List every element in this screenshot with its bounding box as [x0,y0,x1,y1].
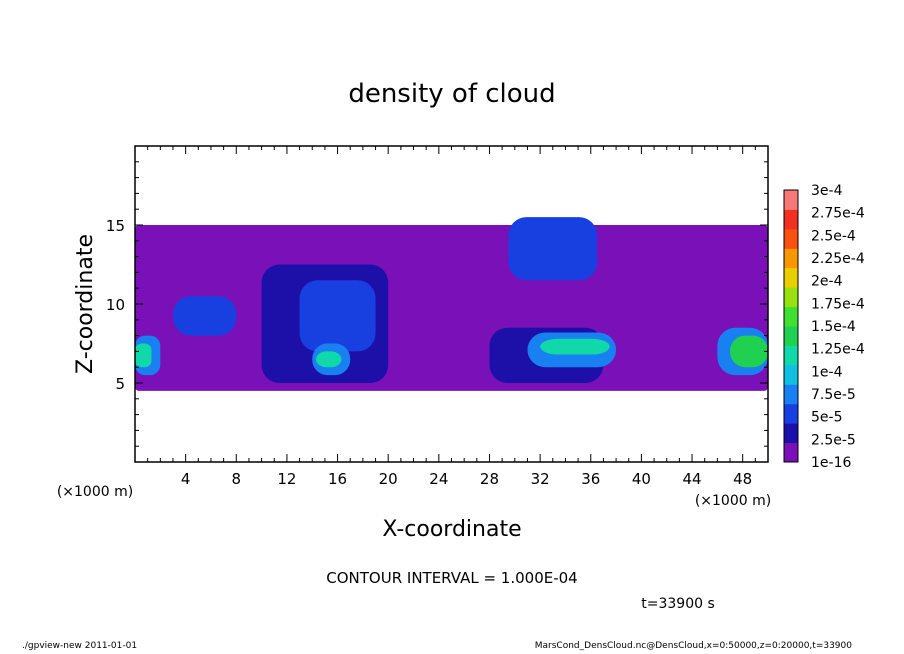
x-axis-label: X-coordinate [382,517,521,542]
x-tick-label: 24 [429,470,448,488]
colorbar: 1e-16 2.5e-5 5e-5 7.5e-5 1e-4 1.25e-4 1.5e-4 1.… [783,183,865,471]
colorbar-bin [784,209,798,230]
y-axis-label: Z-coordinate [73,234,98,374]
x-ticks: 4 8 12 16 20 24 28 32 36 40 44 48 [147,146,756,488]
colorbar-label: 7.5e-5 [811,387,856,403]
colorbar-bin [784,442,798,463]
density-region [508,217,598,281]
x-tick-label: 16 [328,470,347,488]
density-region [316,351,342,368]
y-tick-label: 5 [115,375,125,393]
colorbar-bin [784,190,798,210]
x-unit-right: (×1000 m) [695,493,771,509]
x-tick-label: 8 [232,470,242,488]
colorbar-label: 1.25e-4 [811,342,865,358]
x-tick-label: 44 [682,470,701,488]
colorbar-label: 1e-16 [811,455,851,471]
colorbar-frame [783,189,799,463]
x-tick-label: 12 [277,470,296,488]
colorbar-bin [784,228,798,249]
colorbar-label: 5e-5 [811,410,842,426]
x-tick-label: 32 [531,470,550,488]
chart-title: density of cloud [348,79,555,109]
colorbar-bin [784,306,798,327]
x-tick-label: 36 [581,470,600,488]
x-tick-label: 48 [733,470,752,488]
colorbar-bin [784,423,798,444]
colorbar-bin [784,364,798,385]
colorbar-bin [784,287,798,308]
colorbar-label: 1.75e-4 [811,296,865,312]
contour-interval: CONTOUR INTERVAL = 1.000E-04 [326,569,577,587]
footer-left: ./gpview-new 2011-01-01 [22,641,138,651]
x-tick-label: 20 [379,470,398,488]
colorbar-bin [784,248,798,269]
colorbar-bin [784,384,798,405]
y-tick-label: 15 [106,217,125,235]
colorbar-label: 2.25e-4 [811,251,865,267]
colorbar-label: 3e-4 [811,183,843,199]
density-region [540,338,610,355]
colorbar-label: 2.5e-5 [811,432,856,448]
colorbar-label: 2.75e-4 [811,206,865,222]
time-label: t=33900 s [641,596,715,612]
colorbar-bin [784,345,798,366]
colorbar-label: 1e-4 [811,364,843,380]
x-tick-label: 4 [181,470,191,488]
colorbar-label: 2.5e-4 [811,228,856,244]
colorbar-bin [784,267,798,288]
density-region [730,335,768,368]
y-tick-label: 10 [106,296,125,314]
x-tick-label: 28 [480,470,499,488]
colorbar-label: 1.5e-4 [811,319,856,335]
footer-right: MarsCond_DensCloud.nc@DensCloud,x=0:5000… [534,641,852,651]
colorbar-bin [784,326,798,346]
colorbar-label: 2e-4 [811,274,843,290]
colorbar-bin [784,403,798,424]
density-region [135,343,152,368]
density-field [135,217,768,391]
x-unit-left: (×1000 m) [57,484,133,500]
density-region [299,280,376,352]
y-ticks: 5 10 15 [106,161,768,447]
density-region [172,296,237,336]
x-tick-label: 40 [632,470,651,488]
